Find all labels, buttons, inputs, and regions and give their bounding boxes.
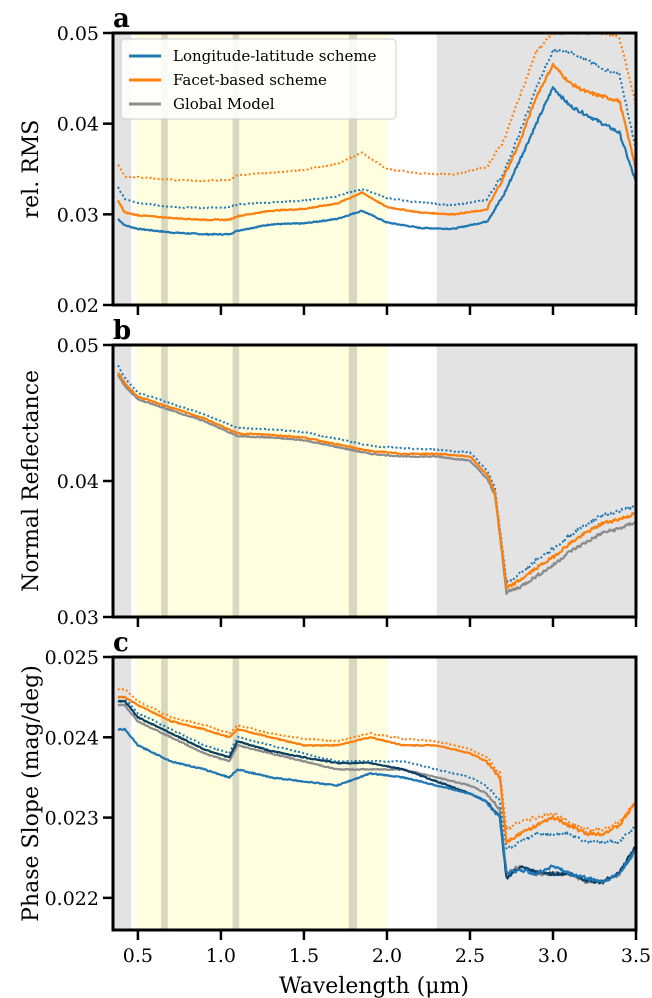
axes-frame: [111, 655, 638, 932]
series-facet-solid-line: [116, 62, 636, 222]
absorption-band-0: [161, 33, 168, 305]
panel-b: 0.03 0.04 0.05 b Normal Reflectance: [19, 316, 638, 629]
y-tick-label: 0.04: [57, 471, 99, 493]
x-tick-label: 3.0: [538, 945, 568, 967]
x-tick-label: 1.0: [206, 945, 236, 967]
x-tick-label: 3.5: [621, 945, 651, 967]
y-axis-label: rel. RMS: [19, 120, 44, 219]
series-facet-solid-line: [117, 372, 636, 589]
series-lonlat-dotted-line: [117, 364, 636, 586]
absorption-band-0: [161, 657, 168, 930]
y-tick-label: 0.02: [57, 295, 99, 317]
plot-area: [113, 345, 636, 617]
panel-letter: c: [113, 628, 129, 658]
series-lonlat-solid-line: [117, 86, 636, 236]
series-facet-solid-line: [117, 695, 636, 844]
plot-area: [113, 657, 636, 930]
legend: Longitude-latitude scheme Facet-based sch…: [120, 38, 397, 120]
axes-frame: [111, 31, 638, 307]
series-global-solid-line: [117, 374, 636, 596]
yellow-region-0: [136, 657, 387, 930]
x-axis-label: Wavelength (μm): [279, 974, 469, 998]
y-tick-label: 0.025: [45, 647, 99, 669]
panel-letter: b: [113, 316, 131, 346]
y-axis-label: Normal Reflectance: [19, 370, 44, 592]
legend-entry-label: Longitude-latitude scheme: [173, 47, 377, 65]
x-tick-label: 2.0: [372, 945, 402, 967]
yellow-region-0: [136, 345, 387, 617]
absorption-band-2: [348, 657, 358, 930]
absorption-band-1: [232, 345, 240, 617]
y-tick-label: 0.022: [45, 888, 99, 910]
legend-entry-label: Global Model: [173, 95, 275, 113]
x-tick-label: 2.5: [455, 945, 485, 967]
series-global_dark-solid-line: [117, 699, 636, 885]
absorption-band-2: [348, 345, 358, 617]
legend-box: [120, 38, 397, 120]
grey-region-0: [113, 657, 132, 930]
grey-region-0: [113, 345, 132, 617]
y-tick-label: 0.03: [57, 204, 99, 226]
grey-region-1: [436, 33, 636, 305]
absorption-band-2: [348, 33, 358, 305]
panel-a: 0.02 0.03 0.04 0.05 a rel. RMS Longitude-latit…: [19, 4, 638, 317]
y-axis-label: Phase Slope (mag/deg): [19, 665, 44, 922]
y-tick-label: 0.024: [45, 727, 99, 749]
y-tick-label: 0.05: [57, 23, 99, 45]
panel-c: 0.5 1.0 1.5 2.0 2.5 3.0 3.5 0.022 0.023 0.024 0.02…: [19, 628, 651, 967]
x-tick-label: 1.5: [289, 945, 319, 967]
absorption-band-1: [232, 657, 240, 930]
series-facet-dotted-line: [117, 33, 636, 183]
y-tick-label: 0.04: [57, 114, 99, 136]
absorption-band-0: [161, 345, 168, 617]
legend-entry-label: Facet-based scheme: [173, 71, 327, 89]
grey-region-1: [436, 345, 636, 617]
series-lonlat-solid-line: [117, 727, 636, 884]
absorption-band-1: [232, 33, 240, 305]
y-tick-label: 0.03: [57, 607, 99, 629]
series-lonlat-dotted-line: [117, 48, 636, 210]
y-tick-label: 0.05: [57, 335, 99, 357]
series-facet-dotted-line: [117, 687, 636, 833]
panel-letter: a: [113, 4, 130, 34]
y-tick-label: 0.023: [45, 808, 99, 830]
x-tick-label: 0.5: [123, 945, 153, 967]
